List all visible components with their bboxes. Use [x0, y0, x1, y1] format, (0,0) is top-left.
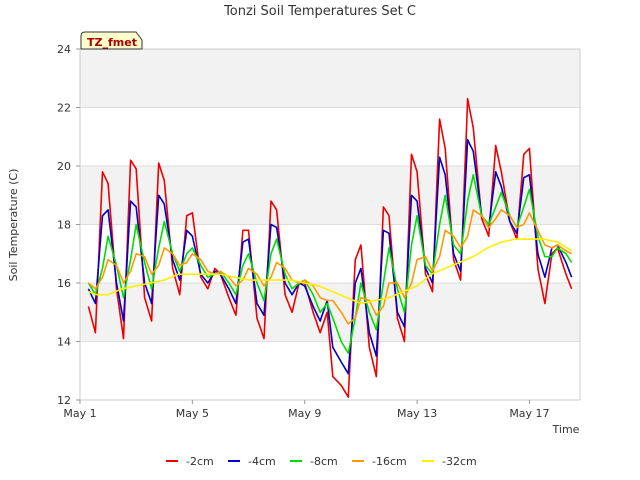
y-axis: 12 14 16 18 20 22 24	[57, 43, 80, 407]
y-tick-label: 20	[57, 160, 71, 173]
badge-box	[80, 31, 143, 50]
y-axis-label: Soil Temperature (C)	[7, 169, 20, 282]
legend-item: -4cm	[228, 455, 276, 468]
y-tick-label: 12	[57, 394, 71, 407]
legend-label: -2cm	[186, 455, 214, 468]
x-axis: May 1 May 5 May 9 May 13 May 17	[63, 400, 550, 420]
legend-item: -32cm	[422, 455, 477, 468]
series-line-2cmcm	[87, 97, 573, 398]
series-line-4cmcm	[87, 138, 573, 375]
x-tick-label: May 17	[509, 407, 549, 420]
x-axis-label: Time	[552, 423, 580, 436]
series-line-16cmcm	[87, 209, 572, 325]
y-tick-label: 16	[57, 277, 71, 290]
legend: -2cm -4cm -8cm -16cm -32cm	[166, 455, 477, 468]
series-layer	[87, 97, 573, 398]
chart-title: Tonzi Soil Temperatures Set C	[223, 4, 416, 19]
x-tick-label: May 5	[176, 407, 209, 420]
legend-item: -2cm	[166, 455, 214, 468]
y-tick-label: 18	[57, 219, 71, 232]
legend-label: -16cm	[372, 455, 407, 468]
badge-label: TZ_fmet	[87, 36, 137, 49]
series-line-32cmcm	[88, 238, 573, 305]
legend-label: -4cm	[248, 455, 276, 468]
legend-item: -8cm	[290, 455, 338, 468]
x-tick-label: May 1	[63, 407, 96, 420]
x-tick-label: May 9	[288, 407, 321, 420]
y-tick-label: 24	[57, 43, 71, 56]
legend-item: -16cm	[352, 455, 407, 468]
series-line-8cmcm	[87, 174, 573, 355]
y-tick-label: 22	[57, 102, 71, 115]
station-badge: TZ_fmet	[80, 31, 143, 50]
y-tick-label: 14	[57, 336, 71, 349]
legend-label: -32cm	[442, 455, 477, 468]
plot-band	[80, 49, 580, 108]
x-tick-label: May 13	[397, 407, 437, 420]
legend-label: -8cm	[310, 455, 338, 468]
